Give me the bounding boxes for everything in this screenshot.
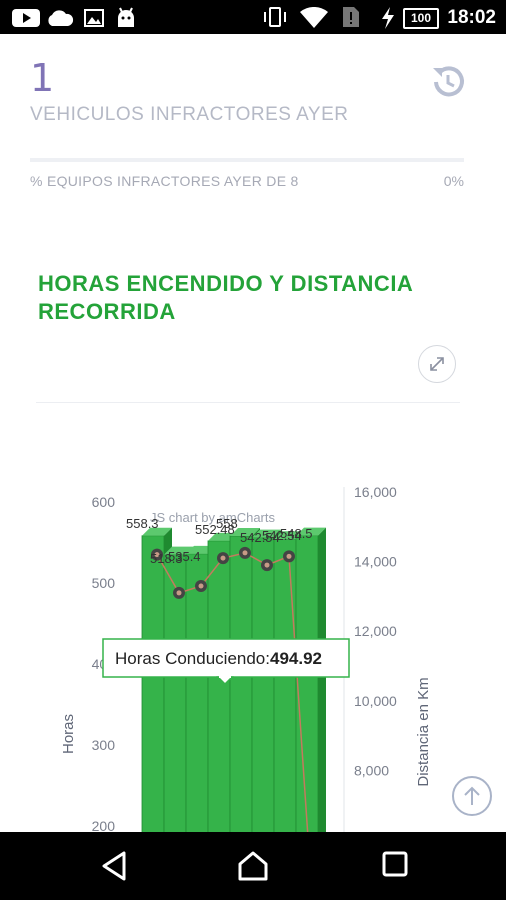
- no-sim-icon: [343, 7, 359, 27]
- bar: [295, 535, 319, 832]
- vibrate-icon: [264, 7, 286, 27]
- svg-text:Horas Conduciendo:494.92: Horas Conduciendo:494.92: [115, 649, 322, 668]
- y-left-tick: 500: [92, 575, 116, 591]
- y-left-tick: 600: [92, 494, 116, 510]
- cloud-icon: [48, 10, 74, 26]
- equipment-label: % EQUIPOS INFRACTORES AYER DE 8: [30, 173, 299, 189]
- data-point-inner: [242, 550, 248, 556]
- bar: [207, 540, 231, 832]
- history-icon[interactable]: [428, 62, 468, 102]
- data-point-inner: [176, 590, 182, 596]
- wifi-icon: [300, 7, 328, 28]
- bar-top: [164, 546, 194, 555]
- y-left-tick: 300: [92, 737, 116, 753]
- y-right-label: Distancia en Km: [415, 677, 432, 786]
- y-right-tick: 12,000: [354, 623, 397, 639]
- bar: [251, 537, 275, 832]
- bar: [185, 553, 209, 832]
- chart: JS chart by amCharts Horas Distancia en …: [60, 484, 432, 832]
- dashboard-content: 1 VEHICULOS INFRACTORES AYER % EQUIPOS I…: [0, 34, 506, 832]
- data-point-inner: [198, 583, 204, 589]
- bar-series: [141, 527, 326, 832]
- y-right-tick: 14,000: [354, 554, 397, 570]
- divider: [36, 402, 460, 403]
- data-point-inner: [220, 555, 226, 561]
- data-labels: 558.3518.3535.4552.48558542.54542.54548.…: [126, 516, 313, 566]
- kpi-value: 1: [30, 56, 55, 100]
- bar-side: [318, 527, 326, 832]
- data-point-inner: [264, 562, 270, 568]
- bar-top: [296, 527, 326, 536]
- data-label: 558.3: [126, 516, 159, 531]
- y-right-tick: 10,000: [354, 693, 397, 709]
- clock: 18:02: [447, 7, 496, 28]
- bar-top: [230, 528, 260, 537]
- navigation-bar: [0, 832, 506, 900]
- data-label: 542.54: [240, 530, 280, 545]
- status-bar: 100 18:02: [0, 0, 506, 34]
- y-left-tick: 200: [92, 818, 116, 832]
- bar: [229, 535, 253, 832]
- y-right-tick: 8,000: [354, 762, 389, 778]
- tooltip-value: 494.92: [270, 649, 322, 668]
- battery-level: 100: [403, 8, 439, 29]
- data-label: 542.54: [262, 528, 302, 543]
- bar: [273, 538, 297, 832]
- bar: [141, 535, 165, 832]
- data-label: 518.3: [150, 551, 183, 566]
- equipment-percent: 0%: [443, 173, 464, 189]
- data-point-inner: [154, 552, 160, 558]
- progress-bar: [30, 158, 464, 162]
- arrow-up-icon: [464, 786, 480, 805]
- recents-icon[interactable]: [381, 850, 409, 878]
- data-point-inner: [286, 553, 292, 559]
- image-icon: [84, 9, 104, 27]
- expand-icon: [430, 357, 444, 371]
- chart-credit: JS chart by amCharts: [150, 510, 275, 525]
- y-right-tick: 16,000: [354, 484, 397, 500]
- y-left-label: Horas: [60, 714, 77, 754]
- bar-top: [252, 529, 282, 538]
- expand-button[interactable]: [418, 345, 456, 383]
- bar-top: [142, 527, 172, 536]
- data-label: 552.48: [195, 522, 235, 537]
- tooltip-label: Horas Conduciendo:: [115, 649, 270, 668]
- tooltip: Horas Conduciendo:494.92: [102, 638, 350, 686]
- kpi-label: VEHICULOS INFRACTORES AYER: [30, 104, 349, 125]
- back-icon[interactable]: [100, 850, 130, 882]
- scroll-up-button[interactable]: [452, 776, 492, 816]
- home-icon[interactable]: [237, 850, 269, 882]
- data-label: 558: [216, 516, 238, 531]
- android-icon: [118, 7, 134, 27]
- chart-title: HORAS ENCENDIDO Y DISTANCIA RECORRIDA: [38, 271, 413, 324]
- line-series: [151, 546, 309, 832]
- charging-icon: [382, 7, 394, 29]
- youtube-icon: [12, 9, 40, 27]
- data-label: 548.5: [280, 526, 313, 541]
- data-label: 535.4: [168, 549, 201, 564]
